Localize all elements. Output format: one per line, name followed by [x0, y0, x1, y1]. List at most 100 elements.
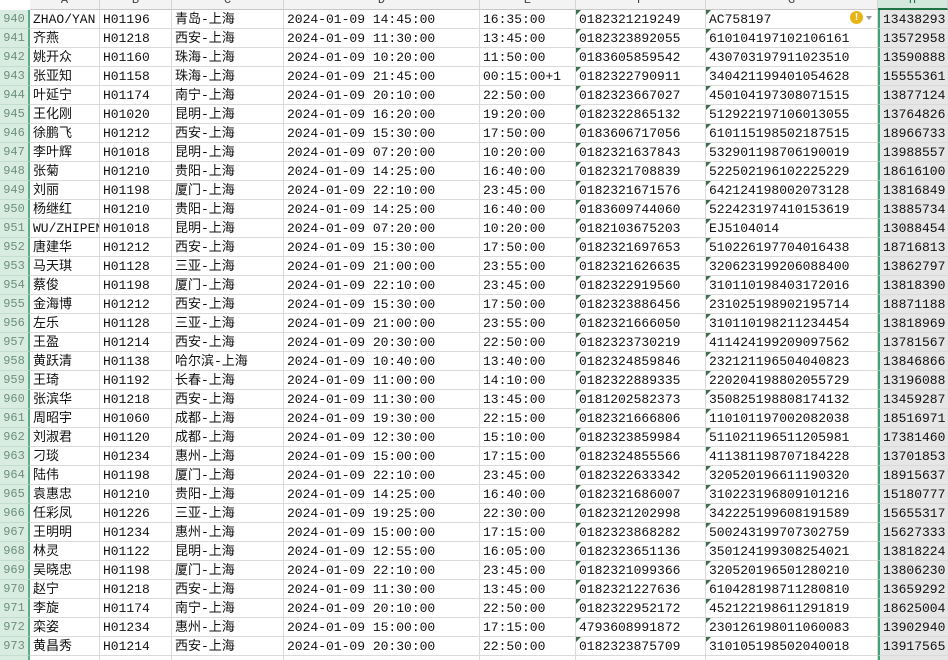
cell-d971[interactable]: 2024-01-09 20:10:00 [284, 599, 480, 618]
cell-h973[interactable]: 13917565 [878, 637, 948, 656]
cell-f958[interactable]: 0182324859846 [576, 352, 706, 371]
cell-c965[interactable]: 贵阳-上海 [172, 485, 284, 504]
cell-a949[interactable]: 刘丽 [30, 181, 100, 200]
cell-f959[interactable]: 0182322889335 [576, 371, 706, 390]
cell-e949[interactable]: 23:45:00 [480, 181, 576, 200]
cell-d959[interactable]: 2024-01-09 11:00:00 [284, 371, 480, 390]
cell-b944[interactable]: H01174 [100, 86, 172, 105]
cell-f973[interactable]: 0182323875709 [576, 637, 706, 656]
cell-e964[interactable]: 23:45:00 [480, 466, 576, 485]
cell-c960[interactable]: 西安-上海 [172, 390, 284, 409]
cell-e955[interactable]: 17:50:00 [480, 295, 576, 314]
cell-a943[interactable]: 张亚知 [30, 67, 100, 86]
cell-d967[interactable]: 2024-01-09 15:00:00 [284, 523, 480, 542]
cell-g961[interactable]: 110101197002082038 [706, 409, 878, 428]
cell-f941[interactable]: 0182323892055 [576, 29, 706, 48]
cell-e943[interactable]: 00:15:00+1 [480, 67, 576, 86]
cell-a968[interactable]: 林灵 [30, 542, 100, 561]
cell-f972[interactable]: 4793608991872 [576, 618, 706, 637]
cell-g963[interactable]: 411381198707184228 [706, 447, 878, 466]
cell-e965[interactable]: 16:40:00 [480, 485, 576, 504]
cell-c953[interactable]: 三亚-上海 [172, 257, 284, 276]
cell-f954[interactable]: 0182322919560 [576, 276, 706, 295]
cell-d942[interactable]: 2024-01-09 10:20:00 [284, 48, 480, 67]
cell-f968[interactable]: 0182323651136 [576, 542, 706, 561]
cell-f966[interactable]: 0182321202998 [576, 504, 706, 523]
cell-f971[interactable]: 0182322952172 [576, 599, 706, 618]
cell-h944[interactable]: 13877124 [878, 86, 948, 105]
cell-f961[interactable]: 0182321666806 [576, 409, 706, 428]
cell-b965[interactable]: H01210 [100, 485, 172, 504]
cell-h963[interactable]: 13701853 [878, 447, 948, 466]
cell-c962[interactable]: 成都-上海 [172, 428, 284, 447]
cell-b949[interactable]: H01198 [100, 181, 172, 200]
column-header-e[interactable]: E [480, 0, 576, 10]
row-header[interactable] [0, 656, 30, 660]
cell-g954[interactable]: 310110198403172016 [706, 276, 878, 295]
cell-d950[interactable]: 2024-01-09 14:25:00 [284, 200, 480, 219]
cell-g970[interactable]: 610428198711280810 [706, 580, 878, 599]
cell-h959[interactable]: 13196088 [878, 371, 948, 390]
cell-e963[interactable]: 17:15:00 [480, 447, 576, 466]
cell-g958[interactable]: 232121196504040823 [706, 352, 878, 371]
row-header[interactable]: 961 [0, 409, 30, 428]
cell-g947[interactable]: 532901198706190019 [706, 143, 878, 162]
cell-g949[interactable]: 642124198002073128 [706, 181, 878, 200]
cell-e966[interactable]: 22:30:00 [480, 504, 576, 523]
cell-b957[interactable]: H01214 [100, 333, 172, 352]
row-header[interactable]: 949 [0, 181, 30, 200]
cell-e960[interactable]: 13:45:00 [480, 390, 576, 409]
row-header[interactable]: 971 [0, 599, 30, 618]
cell-a958[interactable]: 黄跃清 [30, 352, 100, 371]
cell-h953[interactable]: 13862797 [878, 257, 948, 276]
cell-f951[interactable]: 0182103675203 [576, 219, 706, 238]
cell-e961[interactable]: 22:15:00 [480, 409, 576, 428]
cell-d956[interactable]: 2024-01-09 21:00:00 [284, 314, 480, 333]
column-header-g[interactable]: G [706, 0, 878, 10]
cell-g960[interactable]: 350825198808174132 [706, 390, 878, 409]
row-header[interactable]: 963 [0, 447, 30, 466]
cell-h960[interactable]: 13459287 [878, 390, 948, 409]
cell-c947[interactable]: 昆明-上海 [172, 143, 284, 162]
cell[interactable] [172, 656, 284, 660]
cell-d948[interactable]: 2024-01-09 14:25:00 [284, 162, 480, 181]
row-header[interactable]: 960 [0, 390, 30, 409]
cell-c966[interactable]: 三亚-上海 [172, 504, 284, 523]
cell-a973[interactable]: 黄昌秀 [30, 637, 100, 656]
cell-f948[interactable]: 0182321708839 [576, 162, 706, 181]
cell-b942[interactable]: H01160 [100, 48, 172, 67]
cell-e944[interactable]: 22:50:00 [480, 86, 576, 105]
row-header[interactable]: 955 [0, 295, 30, 314]
cell-c952[interactable]: 西安-上海 [172, 238, 284, 257]
cell-a951[interactable]: WU/ZHIPEN [30, 219, 100, 238]
warning-dropdown-arrow-icon[interactable] [866, 16, 872, 20]
cell-h967[interactable]: 15627333 [878, 523, 948, 542]
cell-b953[interactable]: H01128 [100, 257, 172, 276]
cell-g972[interactable]: 230126198011060083 [706, 618, 878, 637]
cell-g971[interactable]: 452122198611291819 [706, 599, 878, 618]
row-header[interactable]: 952 [0, 238, 30, 257]
cell-d972[interactable]: 2024-01-09 15:00:00 [284, 618, 480, 637]
cell-h969[interactable]: 13806230 [878, 561, 948, 580]
cell-g968[interactable]: 350124199308254021 [706, 542, 878, 561]
cell-c971[interactable]: 南宁-上海 [172, 599, 284, 618]
cell-a942[interactable]: 姚开众 [30, 48, 100, 67]
cell-d966[interactable]: 2024-01-09 19:25:00 [284, 504, 480, 523]
cell-h966[interactable]: 15655317 [878, 504, 948, 523]
cell-b941[interactable]: H01218 [100, 29, 172, 48]
cell-g967[interactable]: 500243199707302759 [706, 523, 878, 542]
cell-e972[interactable]: 17:15:00 [480, 618, 576, 637]
cell-f952[interactable]: 0182321697653 [576, 238, 706, 257]
row-header[interactable]: 970 [0, 580, 30, 599]
cell-h955[interactable]: 18871188 [878, 295, 948, 314]
cell-b968[interactable]: H01122 [100, 542, 172, 561]
cell-e954[interactable]: 23:45:00 [480, 276, 576, 295]
cell[interactable] [480, 656, 576, 660]
cell-g940[interactable]: AC758197 [706, 10, 878, 29]
cell-a950[interactable]: 杨继红 [30, 200, 100, 219]
cell-h948[interactable]: 18616100 [878, 162, 948, 181]
cell-a971[interactable]: 李旋 [30, 599, 100, 618]
cell-f962[interactable]: 0182323859984 [576, 428, 706, 447]
cell-c959[interactable]: 长春-上海 [172, 371, 284, 390]
cell-b948[interactable]: H01210 [100, 162, 172, 181]
